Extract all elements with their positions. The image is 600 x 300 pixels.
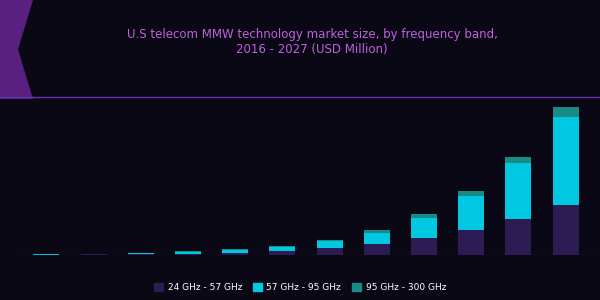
Bar [458, 190, 484, 196]
Bar [80, 254, 107, 255]
Bar [175, 254, 201, 255]
Bar [458, 196, 484, 230]
Bar [411, 218, 437, 239]
Bar [269, 247, 295, 251]
Bar [317, 248, 343, 255]
Bar [411, 238, 437, 255]
Legend: 24 GHz - 57 GHz, 57 GHz - 95 GHz, 95 GHz - 300 GHz: 24 GHz - 57 GHz, 57 GHz - 95 GHz, 95 GHz… [151, 279, 449, 296]
Polygon shape [0, 0, 33, 99]
Bar [553, 107, 578, 117]
Bar [505, 157, 532, 164]
Bar [505, 219, 532, 255]
Bar [269, 251, 295, 255]
Bar [553, 205, 578, 255]
Text: U.S telecom MMW technology market size, by frequency band,
2016 - 2027 (USD Mill: U.S telecom MMW technology market size, … [127, 28, 497, 56]
Bar [411, 214, 437, 217]
Bar [175, 251, 201, 252]
Bar [34, 254, 59, 255]
Bar [222, 249, 248, 250]
Bar [222, 253, 248, 255]
Bar [317, 239, 343, 241]
Bar [317, 241, 343, 248]
Bar [364, 230, 390, 232]
Bar [505, 164, 532, 219]
Bar [222, 250, 248, 253]
Bar [175, 252, 201, 254]
Bar [364, 244, 390, 255]
Bar [458, 230, 484, 255]
Bar [269, 246, 295, 247]
Bar [553, 117, 578, 205]
Bar [128, 253, 154, 254]
Bar [364, 232, 390, 244]
Bar [128, 254, 154, 255]
